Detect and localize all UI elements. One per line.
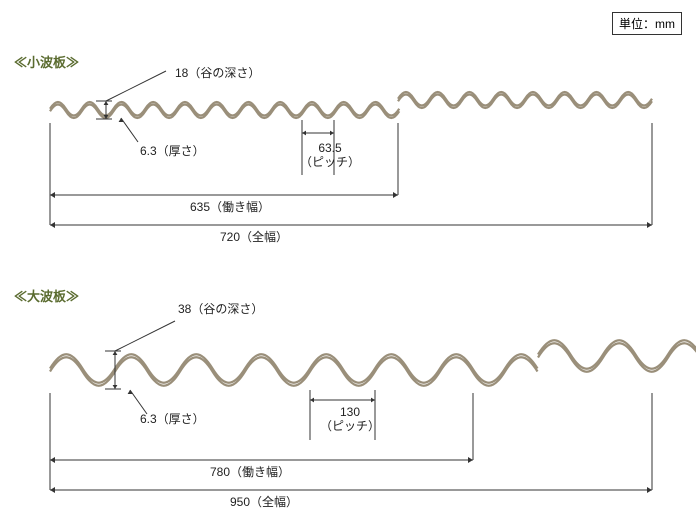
diagram-page: 単位：mm ≪小波板≫ 18（谷の深さ） 6.3（厚さ） 63.5（ピッチ） 6… [0, 0, 696, 512]
diagram-svg [0, 0, 696, 512]
